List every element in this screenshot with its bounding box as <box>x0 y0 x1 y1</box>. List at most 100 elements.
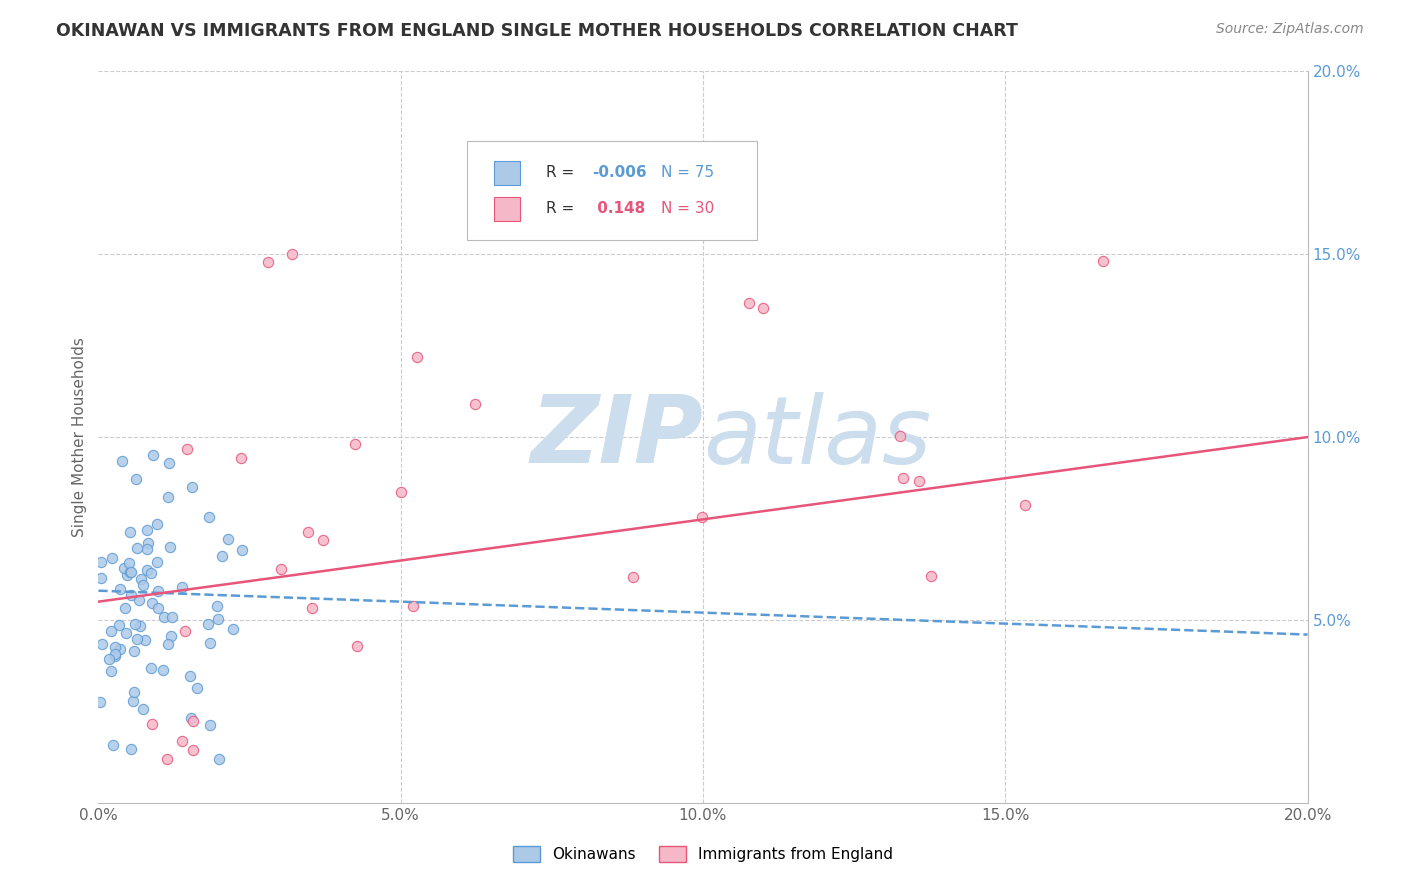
Point <box>135 523 157 537</box>
Point <box>920 568 942 582</box>
Point <box>405 350 427 364</box>
Point <box>125 541 148 555</box>
Point <box>135 541 157 556</box>
Point <box>148 600 170 615</box>
Point <box>256 254 278 268</box>
Point <box>100 550 122 565</box>
Point <box>118 565 141 579</box>
Legend: Okinawans, Immigrants from England: Okinawans, Immigrants from England <box>506 840 900 868</box>
Point <box>181 480 204 494</box>
Point <box>179 669 201 683</box>
Text: OKINAWAN VS IMMIGRANTS FROM ENGLAND SINGLE MOTHER HOUSEHOLDS CORRELATION CHART: OKINAWAN VS IMMIGRANTS FROM ENGLAND SING… <box>56 22 1018 40</box>
Point <box>89 695 111 709</box>
Text: R =: R = <box>546 165 579 180</box>
Point <box>141 661 163 675</box>
Text: ZIP: ZIP <box>530 391 703 483</box>
Point <box>159 457 181 471</box>
Point <box>122 644 145 658</box>
Point <box>91 637 114 651</box>
Point <box>346 639 368 653</box>
Text: -0.006: -0.006 <box>592 165 647 180</box>
Point <box>159 540 181 554</box>
Point <box>124 616 146 631</box>
Point <box>129 572 152 586</box>
Point <box>183 743 205 757</box>
Point <box>159 629 181 643</box>
Point <box>186 681 208 696</box>
FancyBboxPatch shape <box>494 197 520 221</box>
Point <box>217 532 239 546</box>
Point <box>197 509 219 524</box>
Text: 0.148: 0.148 <box>592 202 645 217</box>
Point <box>134 632 156 647</box>
Point <box>128 592 150 607</box>
Point <box>115 626 138 640</box>
Point <box>131 702 153 716</box>
Point <box>1091 254 1114 268</box>
Point <box>157 491 180 505</box>
Point <box>118 556 141 570</box>
Point <box>281 247 304 261</box>
Point <box>111 454 134 468</box>
Point <box>207 612 229 626</box>
Point <box>208 752 231 766</box>
Point <box>889 429 911 443</box>
Point <box>621 570 644 584</box>
Point <box>270 562 292 576</box>
Point <box>153 610 176 624</box>
Point <box>100 664 122 678</box>
Point <box>112 561 135 575</box>
Point <box>104 647 127 661</box>
Point <box>181 714 204 729</box>
Point <box>221 622 243 636</box>
Point <box>139 566 162 580</box>
Point <box>176 442 198 456</box>
Point <box>132 578 155 592</box>
Point <box>301 600 323 615</box>
Point <box>1014 498 1036 512</box>
Point <box>160 610 183 624</box>
Point <box>125 472 148 486</box>
Point <box>128 619 150 633</box>
Point <box>104 648 127 663</box>
Point <box>173 624 195 638</box>
Point <box>114 600 136 615</box>
Point <box>120 742 142 756</box>
Point <box>98 652 121 666</box>
Point <box>197 617 219 632</box>
Point <box>692 510 714 524</box>
Point <box>229 450 252 465</box>
Text: R =: R = <box>546 202 579 217</box>
Text: N = 75: N = 75 <box>661 165 714 180</box>
Point <box>146 517 169 532</box>
Point <box>103 738 125 752</box>
Point <box>141 717 163 731</box>
Point <box>464 397 486 411</box>
Point <box>104 640 127 655</box>
FancyBboxPatch shape <box>467 141 758 240</box>
Point <box>120 565 142 579</box>
Point <box>100 624 122 638</box>
Point <box>120 588 142 602</box>
Point <box>121 694 143 708</box>
Text: Source: ZipAtlas.com: Source: ZipAtlas.com <box>1216 22 1364 37</box>
Point <box>90 570 112 584</box>
Point <box>198 636 221 650</box>
Point <box>90 555 112 569</box>
Point <box>211 549 233 563</box>
Point <box>893 471 915 485</box>
Text: atlas: atlas <box>703 392 931 483</box>
Point <box>312 533 335 548</box>
Point <box>107 617 129 632</box>
Point <box>200 718 222 732</box>
Point <box>136 535 159 549</box>
Point <box>907 474 929 488</box>
Point <box>148 584 170 599</box>
Point <box>389 484 412 499</box>
Point <box>156 636 179 650</box>
Point <box>146 555 169 569</box>
Point <box>142 448 165 462</box>
Point <box>180 711 202 725</box>
Point <box>343 437 366 451</box>
Point <box>170 734 193 748</box>
